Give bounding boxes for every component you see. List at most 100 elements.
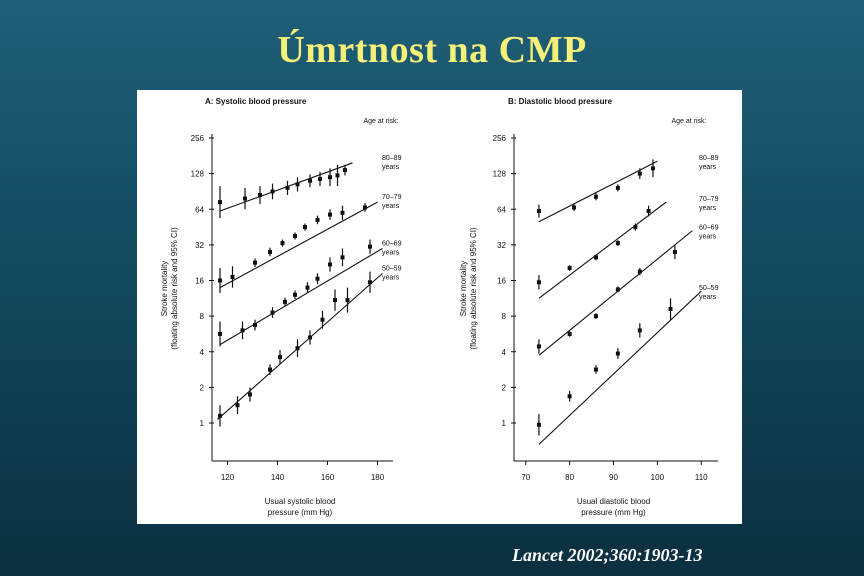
chart2-y-tick-label: 2: [502, 383, 507, 392]
chart1-series1-point: [308, 178, 312, 183]
chart2-series4-point: [637, 328, 642, 333]
chart2-series3-point: [672, 250, 677, 254]
chart1-y-tick-label: 1: [200, 419, 205, 428]
chart1-y-tick-label: 32: [195, 241, 204, 250]
figure-panel: A: Systolic blood pressure Age at risk: 1 2…: [137, 90, 742, 524]
chart2-series4-point: [615, 351, 620, 356]
chart1-x-tick-label: 120: [221, 473, 235, 482]
chart2-series2-point: [633, 225, 638, 230]
chart2-series2-fit-line: [538, 201, 667, 299]
chart2-series4-point: [668, 307, 673, 311]
chart1-series4-point: [278, 355, 282, 360]
chart1-series2-point: [340, 210, 345, 215]
chart1-series4-point: [218, 413, 222, 418]
chart2-series3-point: [637, 269, 642, 274]
chart1-series2-point: [268, 250, 272, 254]
chart2-y-tick-label: 64: [497, 205, 506, 214]
chart1-legend-title: Age at risk:: [363, 118, 398, 125]
chart2-series4-label-years: years: [699, 294, 717, 301]
chart1-series1-point: [328, 175, 332, 180]
chart2-series1-point: [536, 209, 541, 214]
chart2-series4-point: [593, 367, 598, 372]
chart2-ylabel-line2: (floating absolute risk and 95% CI): [469, 227, 478, 350]
chart1-series2-point: [280, 241, 285, 246]
chart1-series4-point: [368, 280, 372, 285]
chart2-xlabel-line2: pressure (mm Hg): [581, 508, 646, 517]
chart2-series3-label-age: 60–69: [699, 225, 719, 232]
chart2-series1-point: [637, 171, 642, 176]
chart1-series4-fit-line: [217, 272, 383, 420]
chart1-x-tick-label: 160: [321, 473, 335, 482]
chart1-series1-point: [270, 189, 275, 194]
chart2-series4-point: [536, 422, 541, 427]
chart2-series1-label-years: years: [699, 164, 717, 171]
chart1-title: A: Systolic blood pressure: [205, 97, 307, 106]
chart2-x-tick-label: 80: [565, 473, 574, 482]
chart2-x-tick-label: 70: [521, 473, 530, 482]
chart1-series4-point: [268, 367, 272, 372]
chart2-series4-label-age: 50–59: [699, 285, 719, 292]
chart1-series4-point: [248, 392, 252, 397]
chart1-series1-point: [335, 173, 340, 178]
chart1-series3-point: [305, 285, 310, 290]
chart1-series1-point: [343, 168, 347, 173]
chart1-series2-point: [328, 212, 332, 217]
slide-title: Úmrtnost na CMP: [277, 29, 587, 71]
chart2-xlabel-line1: Usual diastolic blood: [577, 497, 650, 506]
chart1-series4-label-years: years: [382, 274, 400, 281]
chart1-series1-point: [295, 182, 300, 187]
chart1-series4-point: [308, 335, 312, 340]
chart2-series4-fit-line: [538, 290, 702, 445]
chart2-series2-label-age: 70–79: [699, 196, 719, 203]
chart1-series2-point: [315, 217, 320, 222]
chart2-y-tick-label: 32: [497, 241, 506, 250]
chart2-series1-point: [593, 194, 598, 199]
chart2-x-tick-label: 100: [651, 473, 665, 482]
chart1-series3-label-years: years: [382, 249, 400, 256]
chart1-series2-fit-line: [219, 201, 378, 289]
chart1-series3-point: [240, 328, 245, 333]
chart1-series3-point: [253, 323, 257, 328]
chart1-x-tick-label: 180: [371, 473, 385, 482]
chart2-series2-point: [593, 255, 598, 260]
chart2-y-tick-label: 256: [493, 134, 507, 143]
citation: Lancet 2002;360:1903-13: [512, 545, 703, 565]
chart2-series2-point: [615, 241, 620, 246]
chart2-series1-point: [650, 166, 655, 171]
chart1-xlabel-line2: pressure (mm Hg): [268, 508, 333, 517]
chart1-series3-label-age: 60–69: [382, 240, 402, 247]
chart1-series3-point: [368, 244, 372, 249]
chart1-y-tick-label: 4: [200, 348, 205, 357]
chart1-series2-point: [363, 205, 367, 210]
chart2-series2-point: [567, 266, 572, 271]
chart2-series2-label-years: years: [699, 205, 717, 212]
chart2-y-tick-label: 4: [502, 348, 507, 357]
chart2-x-tick-label: 90: [609, 473, 618, 482]
chart1-series3-point: [340, 255, 345, 260]
chart1-y-tick-label: 128: [191, 170, 205, 179]
chart1-y-tick-label: 8: [200, 312, 205, 321]
chart2-series3-point: [593, 314, 598, 319]
chart2-x-tick-label: 110: [695, 473, 708, 482]
chart1-series3-point: [283, 299, 287, 304]
chart1-series3-point: [315, 276, 320, 281]
chart2-series3-fit-line: [538, 230, 693, 356]
chart2-series1-point: [615, 185, 620, 190]
chart1-x-tick-label: 140: [271, 473, 285, 482]
chart1-series2-point: [218, 278, 222, 283]
chart1-series1-label-age: 80–89: [382, 155, 402, 162]
chart2-series4-point: [567, 394, 572, 399]
chart1-series3-fit-line: [219, 247, 383, 346]
chart1-series4-point: [345, 298, 350, 303]
chart2-y-tick-label: 1: [502, 419, 507, 428]
chart2-y-tick-label: 128: [493, 170, 507, 179]
chart1-y-tick-label: 64: [195, 205, 204, 214]
chart1-series4-point: [320, 317, 325, 322]
chart2-series3-point: [615, 287, 620, 292]
chart2-series3-point: [567, 331, 572, 336]
chart2-legend-title: Age at risk:: [671, 118, 706, 125]
chart2-y-tick-label: 16: [497, 277, 506, 286]
chart1-ylabel-line2: (floating absolute risk and 95% CI): [170, 227, 179, 350]
chart1-series1-point: [318, 176, 322, 181]
